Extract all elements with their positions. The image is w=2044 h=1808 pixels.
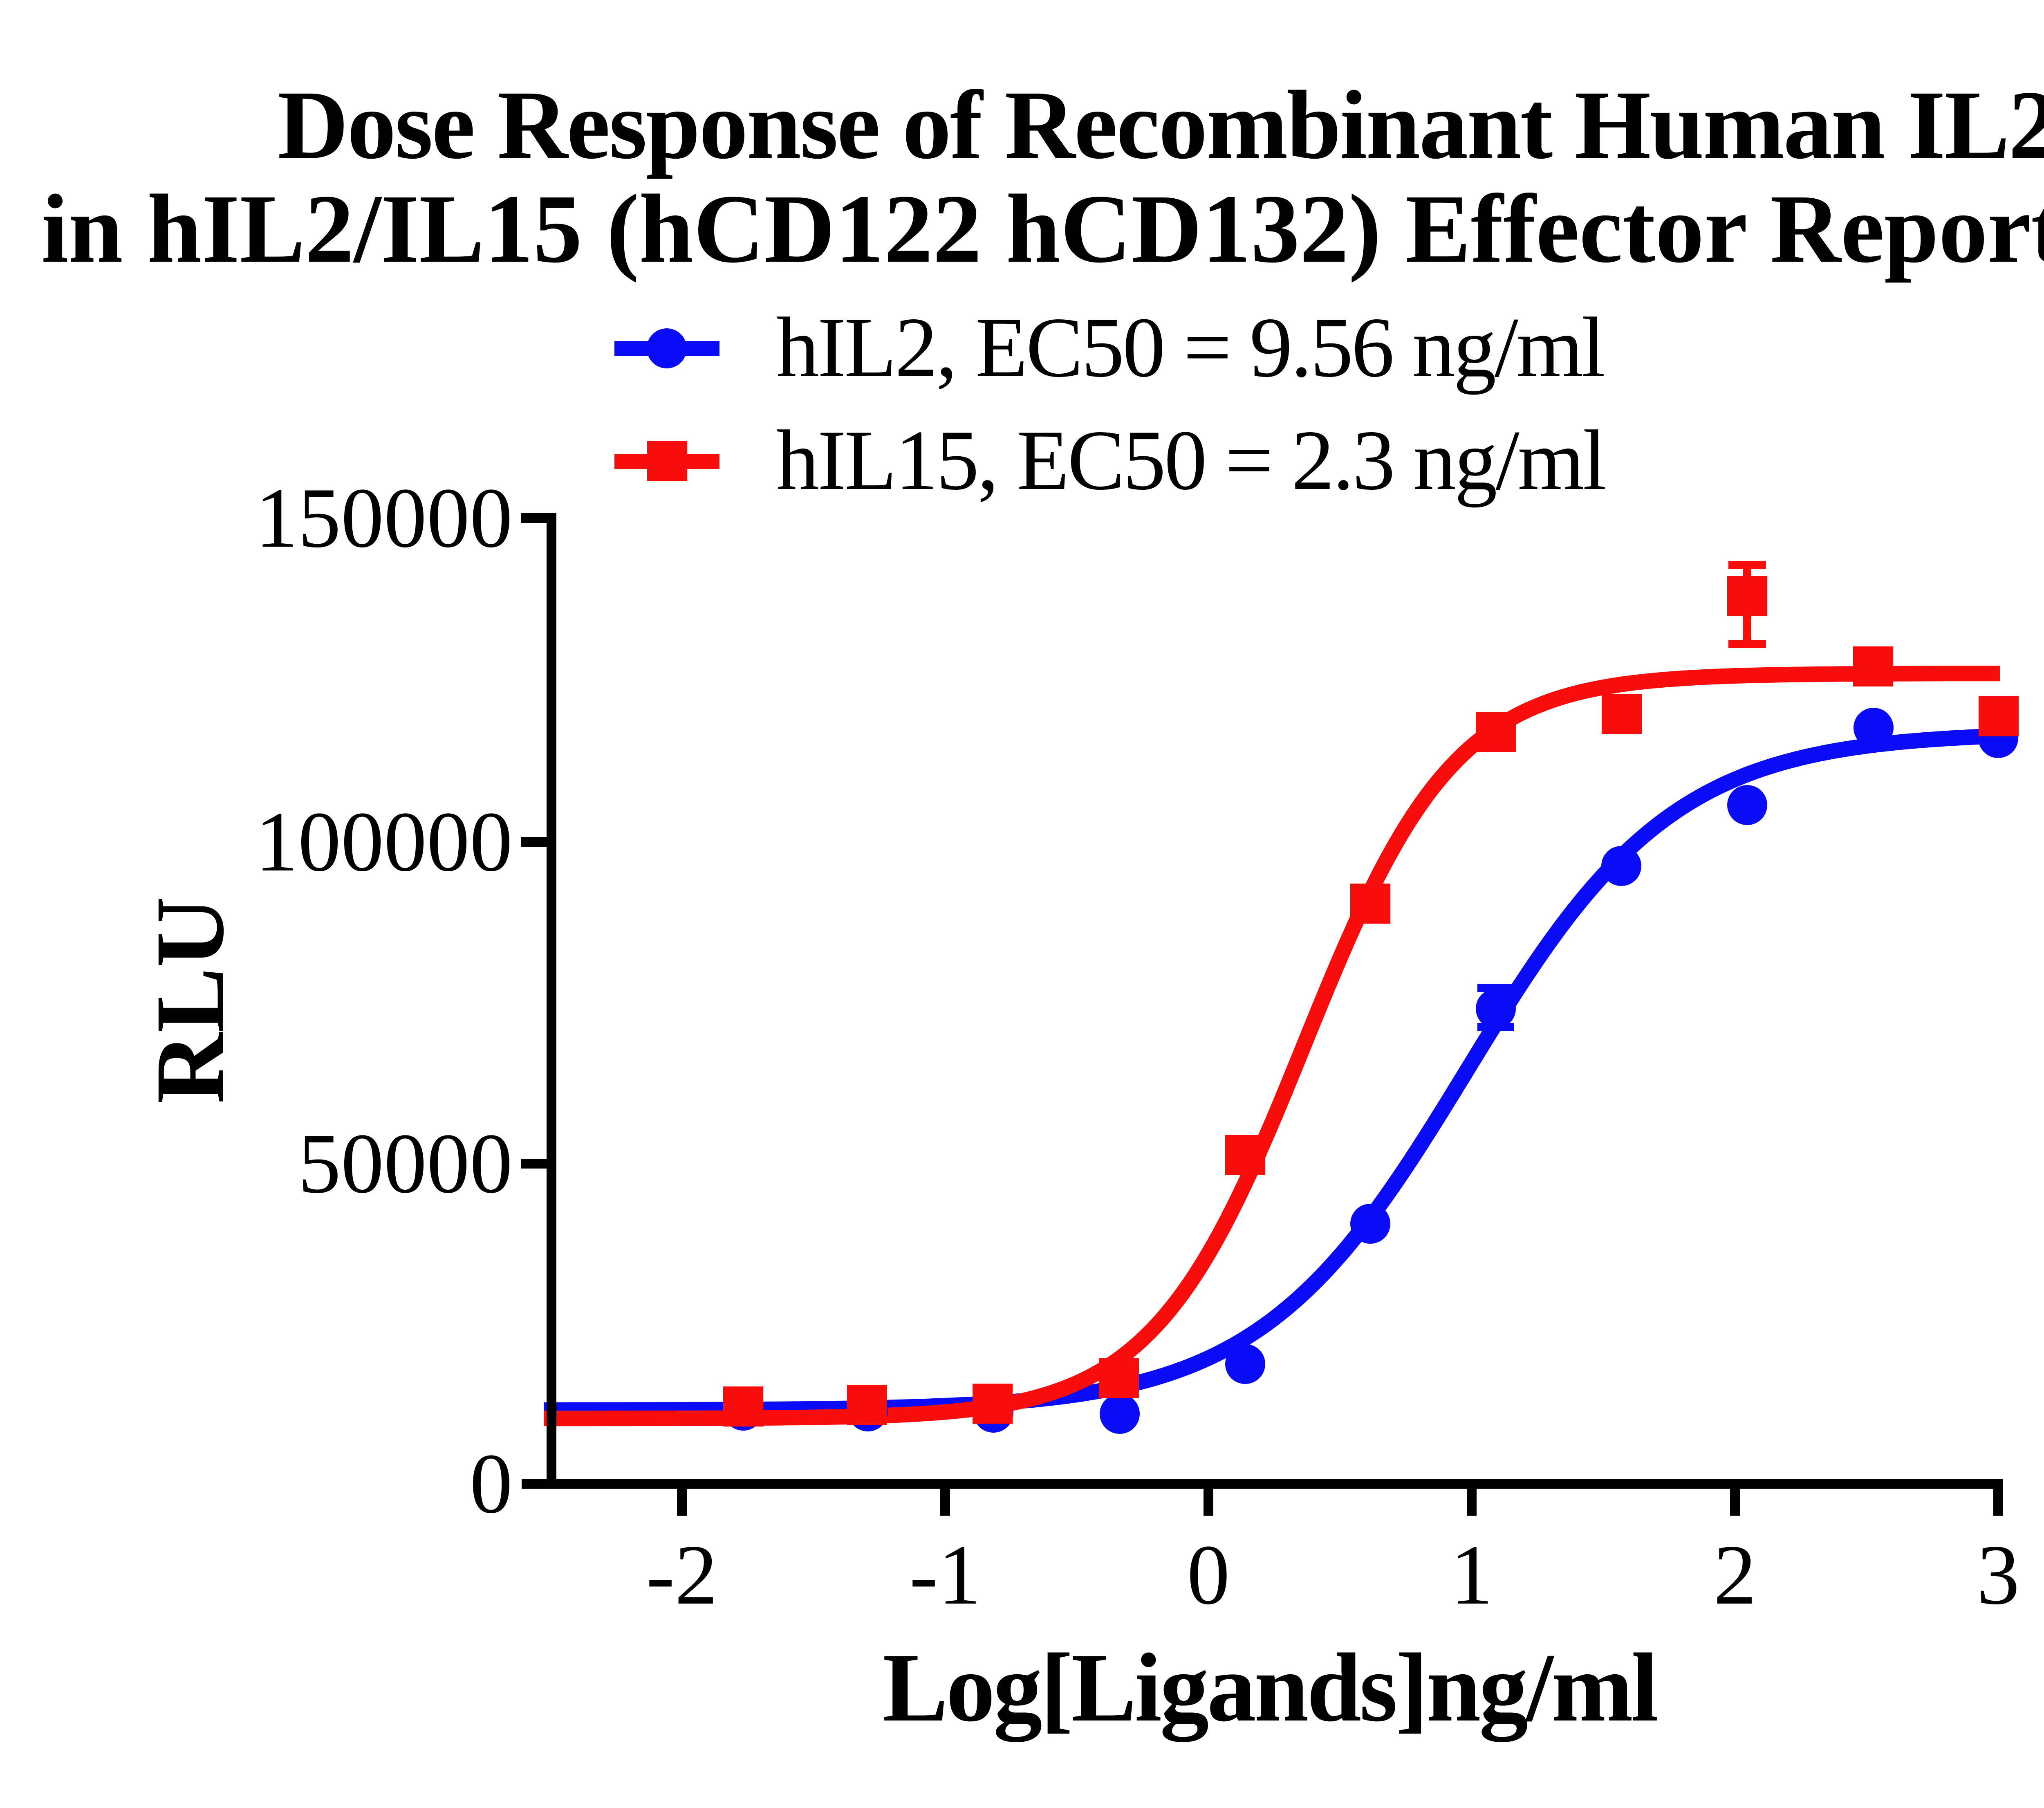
svg-text:-2: -2 — [646, 1528, 718, 1622]
svg-text:in hIL2/IL15 (hCD122 hCD132) E: in hIL2/IL15 (hCD122 hCD132) Effector Re… — [41, 174, 2044, 283]
svg-text:50000: 50000 — [298, 1116, 513, 1211]
svg-text:150000: 150000 — [255, 471, 513, 565]
svg-text:3: 3 — [1977, 1528, 2020, 1622]
svg-text:RLU: RLU — [135, 897, 244, 1104]
svg-text:0: 0 — [1187, 1528, 1230, 1622]
svg-text:2: 2 — [1714, 1528, 1757, 1622]
svg-text:-1: -1 — [910, 1528, 981, 1622]
svg-text:hIL2, EC50 = 9.56 ng/ml: hIL2, EC50 = 9.56 ng/ml — [776, 300, 1605, 395]
svg-text:hIL15, EC50 = 2.3 ng/ml: hIL15, EC50 = 2.3 ng/ml — [776, 413, 1607, 508]
svg-text:100000: 100000 — [255, 794, 513, 889]
svg-text:Log[Ligands]ng/ml: Log[Ligands]ng/ml — [883, 1633, 1659, 1742]
svg-text:1: 1 — [1450, 1528, 1493, 1622]
svg-text:0: 0 — [470, 1436, 513, 1531]
svg-text:Dose Response of Recombinant H: Dose Response of Recombinant Human IL2/I… — [278, 70, 2044, 179]
